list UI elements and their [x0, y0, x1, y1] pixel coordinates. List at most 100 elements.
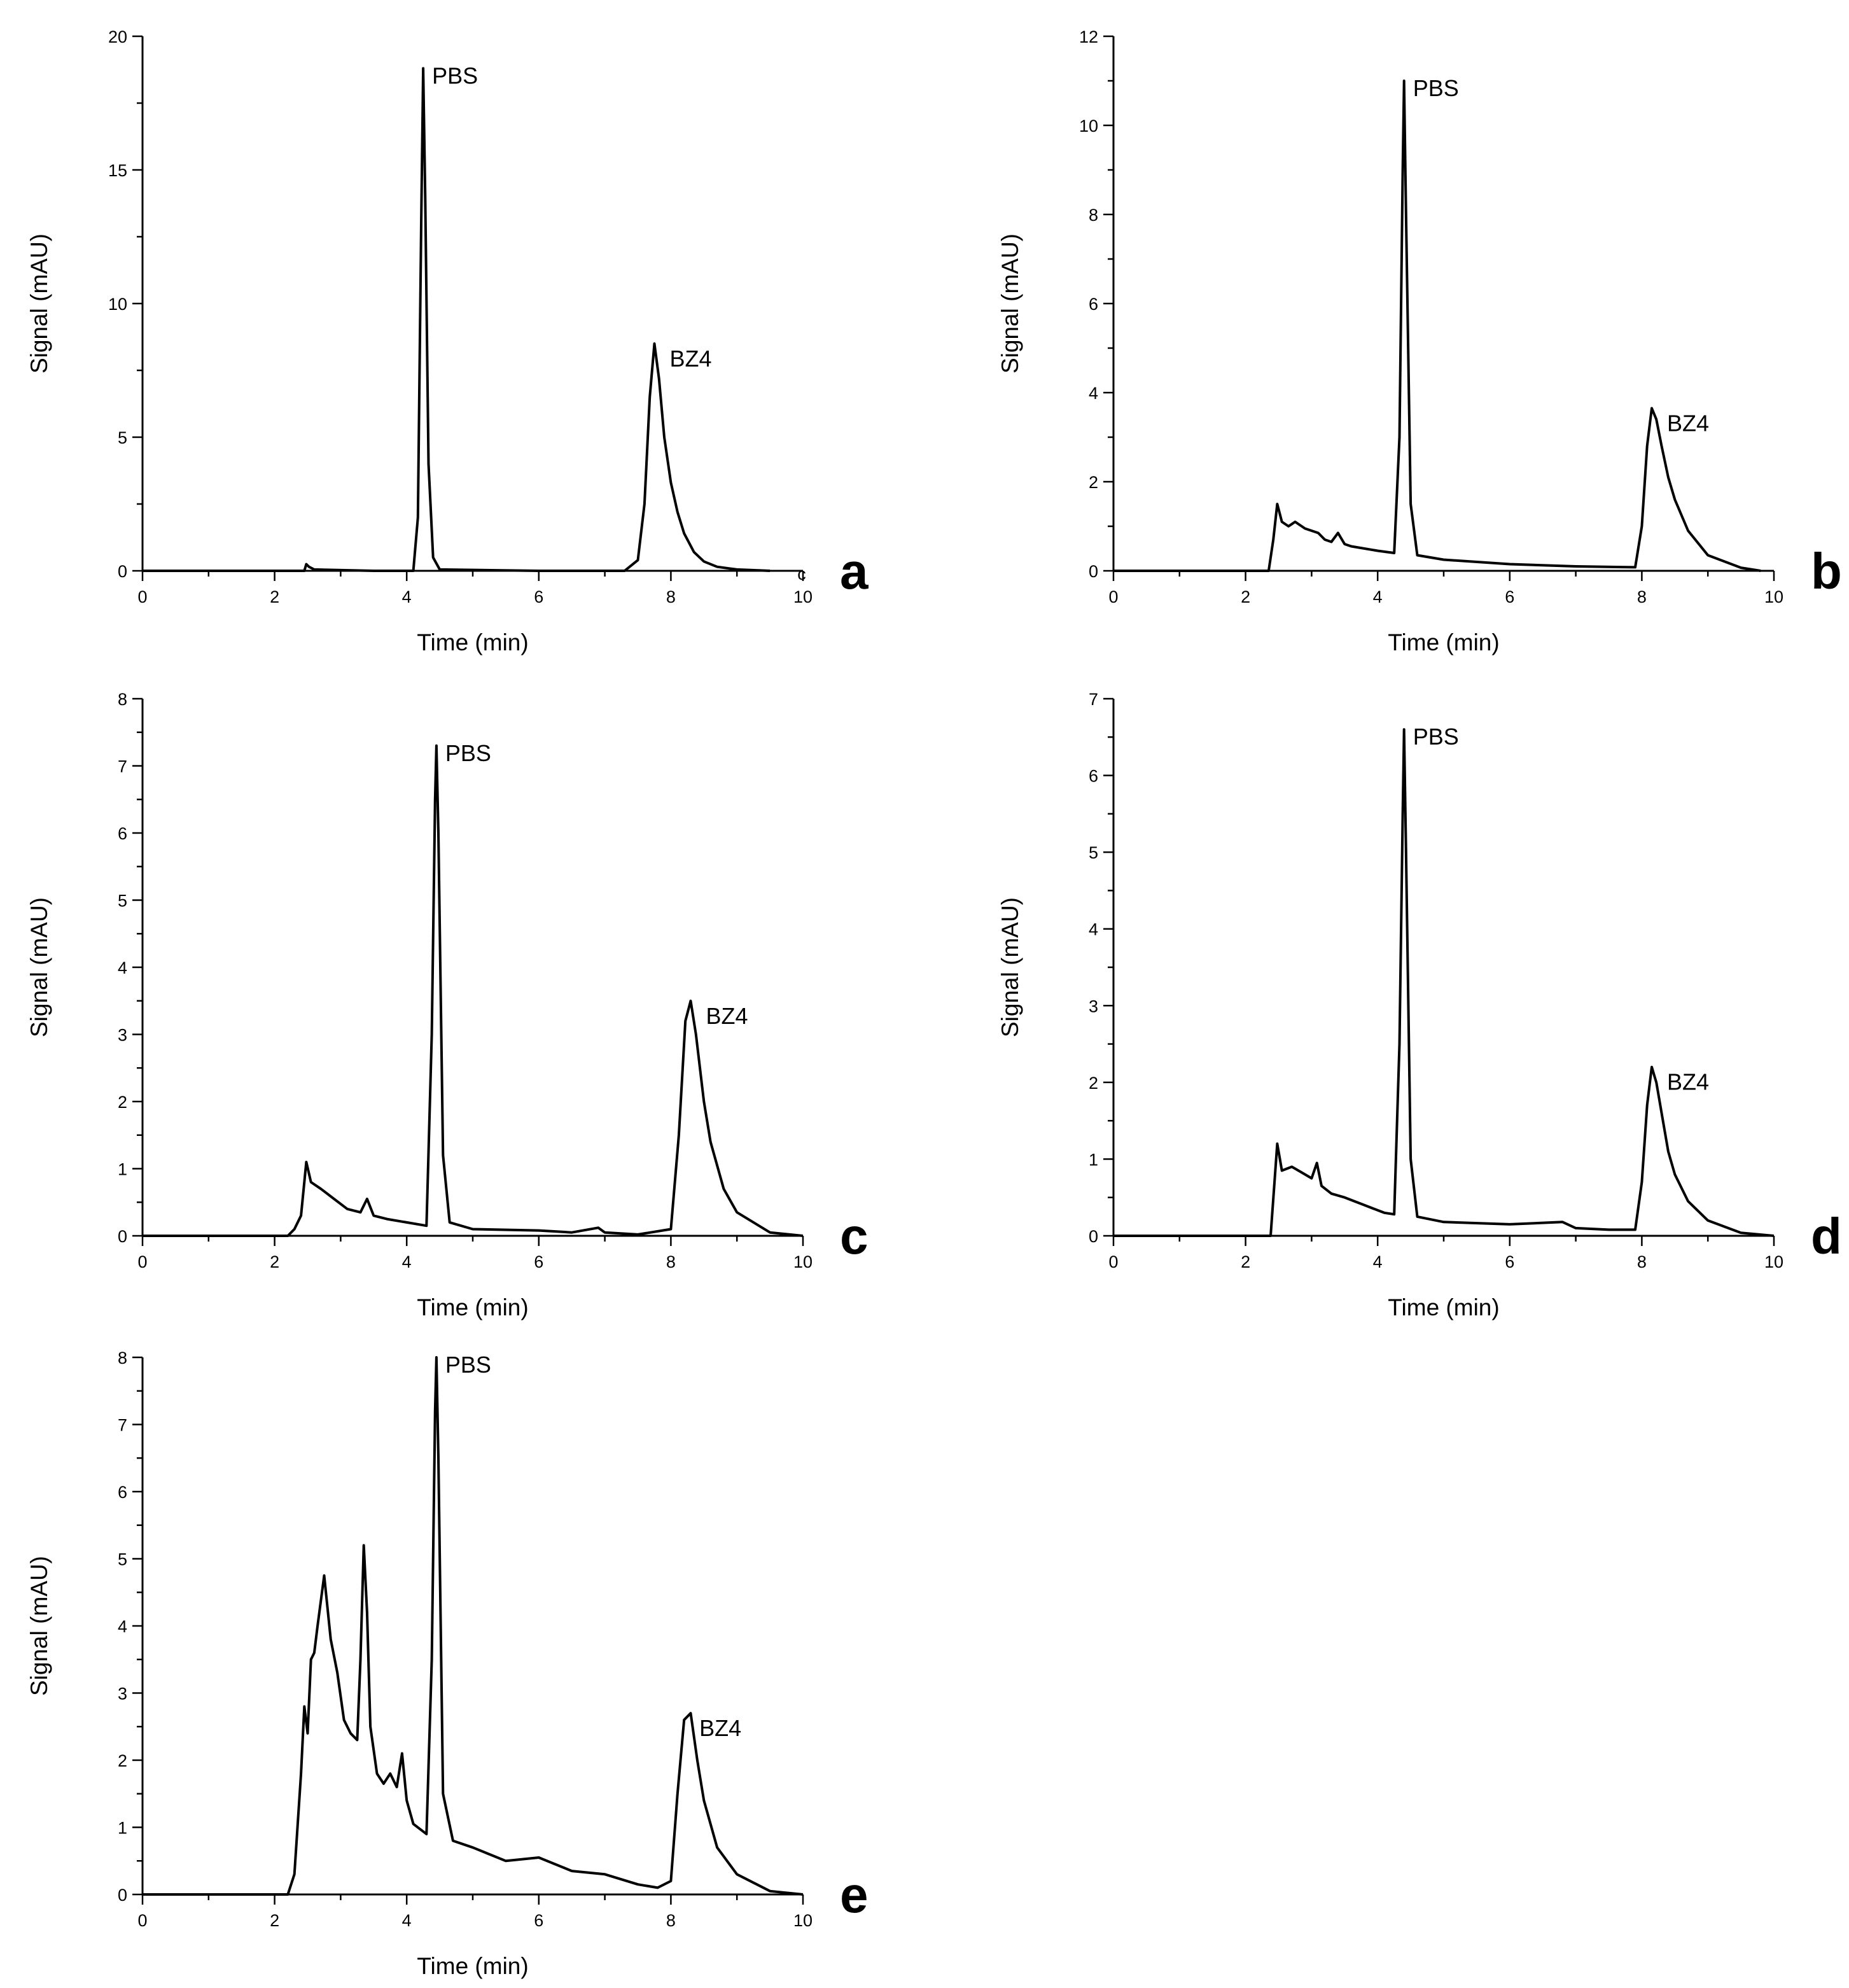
- panel-c-peak-label-pbs: PBS: [445, 740, 491, 766]
- panel-e-x-tick-label: 4: [402, 1911, 412, 1930]
- panel-b-x-tick-label: 6: [1505, 587, 1514, 606]
- panel-e-letter: e: [840, 1866, 869, 1923]
- panel-d-x-tick-label: 0: [1108, 1252, 1118, 1271]
- panel-c-y-tick-label: 6: [118, 824, 127, 843]
- panel-e-peak-label-pbs: PBS: [445, 1352, 491, 1378]
- panel-c-y-tick-label: 2: [118, 1093, 127, 1112]
- panel-e-y-tick-label: 8: [118, 1348, 127, 1368]
- panel-e-x-tick-label: 0: [137, 1911, 147, 1930]
- panel-a-y-tick-label: 10: [108, 295, 127, 314]
- panel-c-y-tick-label: 3: [118, 1026, 127, 1045]
- panel-b-peak-label-pbs: PBS: [1413, 75, 1459, 101]
- panel-d-y-tick-label: 5: [1089, 843, 1098, 862]
- panel-c-x-tick-label: 8: [666, 1252, 676, 1271]
- panel-c-x-tick-label: 10: [793, 1252, 813, 1271]
- panel-e-y-tick-label: 5: [118, 1550, 127, 1569]
- panel-a-stray-mark: c: [797, 564, 806, 584]
- panel-b-y-tick-label: 2: [1089, 473, 1098, 492]
- panel-b-x-tick-label: 4: [1373, 587, 1383, 606]
- panel-a-x-axis-title: Time (min): [417, 629, 528, 655]
- panel-a-y-tick-label: 5: [118, 428, 127, 447]
- panel-c-x-axis-title: Time (min): [417, 1294, 528, 1320]
- panel-d-y-tick-label: 0: [1089, 1227, 1098, 1246]
- panel-e-y-tick-label: 0: [118, 1886, 127, 1905]
- panel-d-x-tick-label: 2: [1241, 1252, 1250, 1271]
- panel-a-peak-label-pbs: PBS: [432, 62, 478, 88]
- panel-b-x-tick-label: 8: [1637, 587, 1647, 606]
- panel-e-peak-label-bz4: BZ4: [699, 1715, 741, 1741]
- panel-b-y-tick-label: 0: [1089, 562, 1098, 581]
- panel-d-peak-label-bz4: BZ4: [1667, 1069, 1709, 1095]
- panel-c-y-tick-label: 7: [118, 757, 127, 776]
- panel-a-x-tick-label: 4: [402, 587, 412, 606]
- panel-b-y-tick-label: 12: [1079, 27, 1098, 46]
- panel-d-y-tick-label: 1: [1089, 1150, 1098, 1169]
- panel-c-y-tick-label: 0: [118, 1227, 127, 1246]
- panel-a-y-tick-label: 0: [118, 562, 127, 581]
- panel-d-y-tick-label: 6: [1089, 767, 1098, 786]
- panel-b-y-tick-label: 8: [1089, 206, 1098, 225]
- panel-d-trace: [1113, 728, 1775, 1237]
- panel-e-x-tick-label: 10: [793, 1911, 813, 1930]
- panel-a-y-axis-title: Signal (mAU): [26, 234, 52, 374]
- panel-a-x-tick-label: 10: [793, 587, 813, 606]
- panel-a-x-tick-label: 0: [137, 587, 147, 606]
- panel-c-y-axis-title: Signal (mAU): [26, 897, 52, 1037]
- panel-d-peak-label-pbs: PBS: [1413, 724, 1459, 750]
- panel-b-trace: [1113, 80, 1761, 572]
- panel-d-x-axis-title: Time (min): [1388, 1294, 1499, 1320]
- panel-d-y-tick-label: 2: [1089, 1074, 1098, 1093]
- panel-d-y-tick-label: 3: [1089, 997, 1098, 1016]
- panel-d-y-tick-label: 4: [1089, 920, 1098, 939]
- panel-c-y-tick-label: 4: [118, 958, 127, 977]
- panel-a-y-tick-label: 20: [108, 27, 127, 46]
- panel-d-x-tick-label: 8: [1637, 1252, 1647, 1271]
- panel-e-y-tick-label: 6: [118, 1483, 127, 1502]
- panel-d-y-axis-title: Signal (mAU): [997, 897, 1023, 1037]
- panel-e-trace: [143, 1356, 804, 1896]
- panel-a-trace: [143, 67, 771, 572]
- panel-e-y-tick-label: 1: [118, 1819, 127, 1838]
- panel-e-x-tick-label: 2: [270, 1911, 279, 1930]
- panel-c-y-tick-label: 5: [118, 892, 127, 911]
- panel-e-y-tick-label: 7: [118, 1416, 127, 1435]
- panel-a-x-tick-label: 8: [666, 587, 676, 606]
- panel-b-x-tick-label: 2: [1241, 587, 1250, 606]
- panel-e-x-axis-title: Time (min): [417, 1953, 528, 1979]
- panel-c-x-tick-label: 4: [402, 1252, 412, 1271]
- panel-c-trace: [143, 744, 804, 1237]
- panel-b-y-tick-label: 6: [1089, 295, 1098, 314]
- panel-c-x-tick-label: 0: [137, 1252, 147, 1271]
- panel-d-letter: d: [1811, 1208, 1842, 1264]
- panel-a-peak-label-bz4: BZ4: [669, 346, 711, 372]
- panel-b-x-axis-title: Time (min): [1388, 629, 1499, 655]
- panel-b-x-tick-label: 0: [1108, 587, 1118, 606]
- panel-e-y-axis-title: Signal (mAU): [26, 1556, 52, 1696]
- panel-d-x-tick-label: 6: [1505, 1252, 1514, 1271]
- panel-c-letter: c: [840, 1208, 869, 1264]
- panel-d-x-tick-label: 4: [1373, 1252, 1383, 1271]
- panel-d-y-tick-label: 7: [1089, 690, 1098, 709]
- panel-e-x-tick-label: 6: [534, 1911, 543, 1930]
- panel-a-letter: a: [840, 543, 869, 599]
- panel-a-x-tick-label: 2: [270, 587, 279, 606]
- panel-b-x-tick-label: 10: [1764, 587, 1783, 606]
- panel-a-x-tick-label: 6: [534, 587, 543, 606]
- panel-e-y-tick-label: 3: [118, 1684, 127, 1704]
- panel-b-letter: b: [1811, 543, 1842, 599]
- panel-c-peak-label-bz4: BZ4: [706, 1003, 748, 1029]
- panel-c-y-tick-label: 1: [118, 1160, 127, 1179]
- panel-c-y-tick-label: 8: [118, 690, 127, 709]
- panel-c-x-tick-label: 2: [270, 1252, 279, 1271]
- panel-b-peak-label-bz4: BZ4: [1667, 410, 1709, 437]
- panel-c-x-tick-label: 6: [534, 1252, 543, 1271]
- panel-e-x-tick-label: 8: [666, 1911, 676, 1930]
- panel-e-y-tick-label: 4: [118, 1617, 127, 1636]
- panel-b-y-axis-title: Signal (mAU): [997, 234, 1023, 374]
- panel-e-y-tick-label: 2: [118, 1751, 127, 1770]
- panel-b-y-tick-label: 10: [1079, 116, 1098, 136]
- panel-d-x-tick-label: 10: [1764, 1252, 1783, 1271]
- panel-a-y-tick-label: 15: [108, 161, 127, 180]
- panel-b-y-tick-label: 4: [1089, 384, 1098, 403]
